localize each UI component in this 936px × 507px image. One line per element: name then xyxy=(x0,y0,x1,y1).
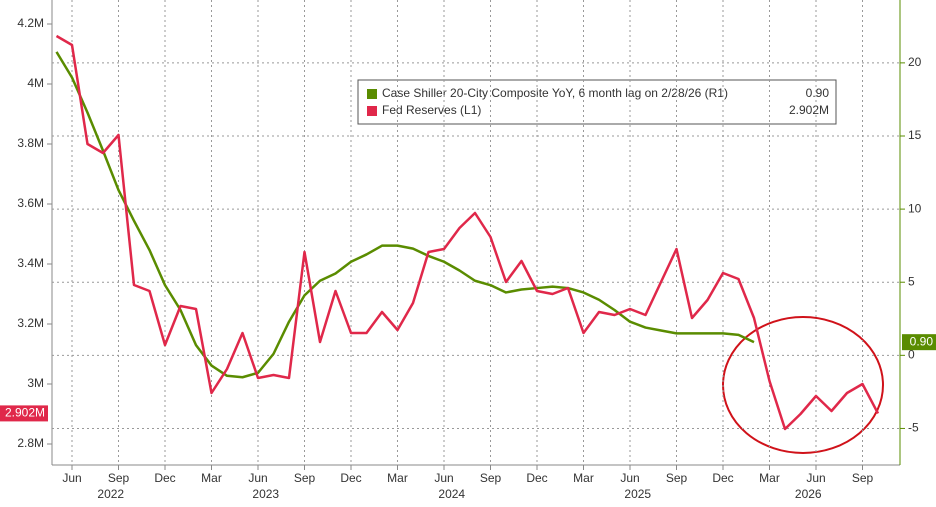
legend: Case Shiller 20-City Composite YoY, 6 mo… xyxy=(357,79,837,125)
y-tick-label: 4.2M xyxy=(17,16,44,30)
x-tick-label: Jun xyxy=(620,471,639,485)
x-tick-label: Jun xyxy=(806,471,825,485)
y-tick-label: 2.8M xyxy=(17,436,44,450)
value-badge-label: 0.90 xyxy=(910,334,934,348)
x-tick-label: Dec xyxy=(340,471,361,485)
x-tick-label: Mar xyxy=(759,471,780,485)
y2-tick-label: 20 xyxy=(908,55,922,69)
x-tick-label: Sep xyxy=(480,471,502,485)
value-badge-label: 2.902M xyxy=(5,406,45,420)
x-tick-label: Jun xyxy=(62,471,81,485)
x-tick-label: Mar xyxy=(201,471,222,485)
legend-swatch xyxy=(367,89,377,99)
y-tick-label: 4M xyxy=(27,76,44,90)
legend-label: Case Shiller 20-City Composite YoY, 6 mo… xyxy=(382,86,728,100)
x-tick-label: Dec xyxy=(526,471,547,485)
legend-value: 0.90 xyxy=(806,86,830,100)
y-tick-label: 3.4M xyxy=(17,256,44,270)
value-badge xyxy=(902,334,936,351)
x-year-label: 2025 xyxy=(624,487,651,501)
x-tick-label: Jun xyxy=(248,471,267,485)
x-tick-label: Sep xyxy=(294,471,316,485)
x-tick-label: Mar xyxy=(573,471,594,485)
x-tick-label: Mar xyxy=(387,471,408,485)
y2-tick-label: 10 xyxy=(908,201,922,215)
legend-swatch xyxy=(367,106,377,116)
value-badge xyxy=(0,405,48,422)
x-tick-label: Dec xyxy=(712,471,733,485)
x-tick-label: Dec xyxy=(154,471,175,485)
y-tick-label: 3M xyxy=(27,376,44,390)
y2-tick-label: 5 xyxy=(908,274,915,288)
x-tick-label: Sep xyxy=(108,471,130,485)
x-tick-label: Sep xyxy=(852,471,874,485)
legend-box xyxy=(357,79,837,125)
y2-tick-label: 0 xyxy=(908,348,915,362)
y-tick-label: 3.8M xyxy=(17,136,44,150)
legend-label: Fed Reserves (L1) xyxy=(382,103,481,117)
series-line xyxy=(55,51,755,379)
y2-tick-label: 15 xyxy=(908,128,922,142)
x-year-label: 2024 xyxy=(438,487,465,501)
legend-value: 2.902M xyxy=(789,103,829,117)
x-year-label: 2023 xyxy=(252,487,279,501)
y-tick-label: 3.6M xyxy=(17,196,44,210)
y2-tick-label: -5 xyxy=(908,421,919,435)
x-tick-label: Sep xyxy=(666,471,688,485)
x-tick-label: Jun xyxy=(434,471,453,485)
y-tick-label: 3.2M xyxy=(17,316,44,330)
x-year-label: 2026 xyxy=(795,487,822,501)
x-year-label: 2022 xyxy=(97,487,124,501)
series-line xyxy=(55,34,880,431)
